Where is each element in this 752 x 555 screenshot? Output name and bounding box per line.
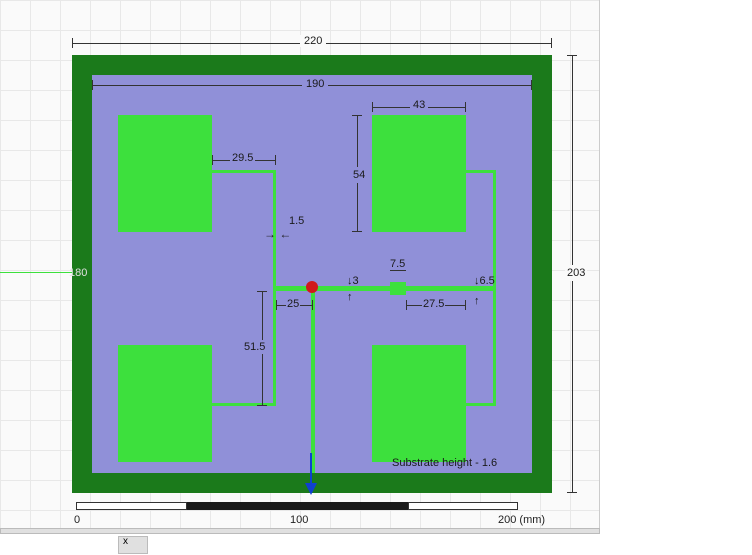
- dim-tick: [567, 55, 577, 56]
- dim-220: 220: [300, 35, 326, 47]
- ruler-seg-1: [187, 502, 298, 510]
- right-blank-area: [600, 0, 752, 555]
- dim-arrow-up: ↑: [474, 295, 480, 307]
- ruler-seg-2: [298, 502, 408, 510]
- dim-tick: [72, 38, 73, 48]
- dim-tick: [257, 291, 267, 292]
- dim-3: ↓3: [347, 275, 359, 287]
- dim-arrow-up: ↑: [347, 291, 353, 303]
- dim-29-5: 29.5: [230, 152, 255, 164]
- dim-180: 180: [69, 267, 87, 279]
- axis-x-label: x: [123, 536, 128, 547]
- feed-trace: [466, 403, 496, 406]
- patch-bottom-left: [118, 345, 212, 462]
- dim-tick: [212, 155, 213, 165]
- ruler-seg-0: [76, 502, 187, 510]
- substrate: 190 43: [92, 75, 532, 473]
- dim-line-7-5: [390, 270, 406, 271]
- feed-arrow-stem: [310, 453, 312, 485]
- dim-tick: [312, 300, 313, 310]
- status-bar-2: x: [118, 536, 148, 554]
- feed-stub: [390, 282, 406, 295]
- dim-1-5: 1.5: [289, 215, 304, 227]
- feed-port-dot: [306, 281, 318, 293]
- dim-tick: [372, 102, 373, 112]
- ruler-tick-200: 200 (mm): [498, 514, 545, 526]
- dim-tick: [275, 155, 276, 165]
- dim-51-5: 51.5: [243, 340, 266, 354]
- ruler-tick-100: 100: [290, 514, 308, 526]
- feed-trace: [311, 286, 315, 473]
- dim-tick: [276, 300, 277, 310]
- dim-27-5: 27.5: [422, 298, 445, 310]
- dim-tick: [465, 102, 466, 112]
- ruler-tick-0: 0: [74, 514, 80, 526]
- feed-trace: [493, 291, 496, 406]
- feed-trace: [493, 170, 496, 288]
- dim-tick: [352, 231, 362, 232]
- ruler-seg-3: [408, 502, 518, 510]
- feed-trace: [212, 170, 276, 173]
- arrow-pair: → ←: [264, 227, 291, 241]
- feed-trace: [466, 170, 496, 173]
- patch-top-left: [118, 115, 212, 232]
- axis-line-left: [0, 272, 72, 273]
- dim-tick: [551, 38, 552, 48]
- dim-6-5: ↓6.5: [474, 275, 495, 287]
- dim-tick: [406, 300, 407, 310]
- status-bar-1: [0, 528, 600, 534]
- dim-tick: [257, 405, 267, 406]
- dim-190: 190: [302, 78, 328, 90]
- dim-54: 54: [351, 167, 367, 183]
- substrate-height-label: Substrate height - 1.6: [392, 457, 497, 469]
- dim-tick: [465, 300, 466, 310]
- dim-43: 43: [410, 99, 428, 111]
- dim-tick: [92, 80, 93, 90]
- dim-tick: [531, 80, 532, 90]
- dim-tick: [352, 115, 362, 116]
- patch-bottom-right: [372, 345, 466, 462]
- dim-25: 25: [286, 298, 300, 310]
- antenna-design: 190 43: [72, 55, 552, 493]
- dim-203: 203: [565, 265, 587, 281]
- patch-top-right: [372, 115, 466, 232]
- dim-7-5: 7.5: [390, 258, 405, 270]
- dim-tick: [567, 492, 577, 493]
